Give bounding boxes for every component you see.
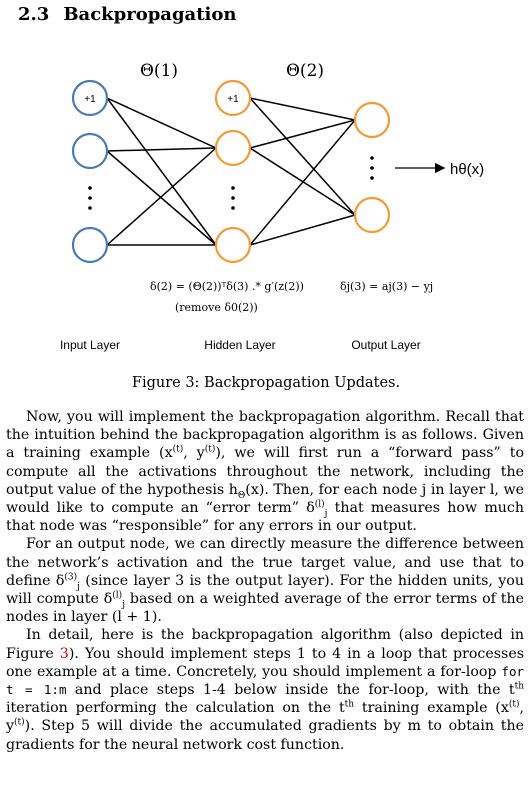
input-node [71, 226, 109, 264]
p3-text-c: and place steps 1-4 below inside the for… [66, 682, 515, 699]
input-node [71, 132, 109, 170]
p3-text-a: In detail, here is the backpropagation a… [6, 627, 524, 662]
bias-label-hidden: +1 [227, 94, 239, 105]
p3-text-mid: , y [6, 700, 525, 735]
equation-hidden-delta: δ(2) = (Θ(2))ᵀδ(3) .* g′(z(2)) [150, 280, 304, 293]
edge-hidden-0-output-1 [249, 97, 356, 216]
edge-hidden-2-output-1 [249, 214, 356, 246]
edge-hidden-0-output-0 [249, 97, 356, 121]
p1-sup-1: (t) [172, 444, 184, 455]
p1-sub-j: j [324, 508, 328, 519]
p3-sup-th-1: th [514, 681, 524, 692]
hidden-layer-label: Hidden Layer [204, 338, 275, 352]
p2-text-a: For an output node, we can directly meas… [6, 536, 524, 589]
p3-text-e: training example (x [354, 700, 509, 717]
backprop-network-diagram: Θ(1) Θ(2) hθ(x) δ(2) = (Θ(2))ᵀδ(3) .* g′… [60, 61, 484, 352]
input-layer-label: Input Layer [60, 338, 120, 352]
edge-input-0-hidden-1 [106, 97, 217, 149]
hidden-node [214, 129, 252, 167]
hidden-node [214, 226, 252, 264]
hidden-bias-node [214, 79, 252, 117]
body-text: Now, you will implement the backpropagat… [6, 408, 524, 754]
p3-text-f: ). Step 5 will divide the accumulated gr… [6, 718, 524, 753]
p1-text-b: ), we will first run a “forward pass” to… [6, 445, 524, 498]
p2-sub-j: j [77, 581, 80, 592]
ellipsis-input [88, 186, 92, 210]
p2-sub-j2: j [122, 599, 125, 610]
p1-sup-2: (t) [204, 444, 216, 455]
paragraph-3: In detail, here is the backpropagation a… [6, 626, 524, 753]
section-number: 2.3 [18, 4, 50, 25]
network-nodes [71, 79, 391, 264]
bias-label-input: +1 [84, 94, 96, 105]
output-node [353, 196, 391, 234]
p3-sup-t1: (t) [508, 699, 520, 710]
p3-text-d: iteration performing the calculation on … [6, 700, 345, 717]
equation-remove-bias: (remove δ0(2)) [175, 301, 258, 314]
ellipsis-output [370, 156, 374, 180]
output-node [353, 101, 391, 139]
edge-input-1-hidden-2 [106, 150, 217, 246]
p1-text-d: that measures how much that node was “re… [6, 500, 524, 535]
hypothesis-label: hθ(x) [450, 161, 484, 178]
code-for-loop: for t = 1:m [6, 663, 524, 698]
equation-output-delta: δj(3) = aj(3) − yj [340, 280, 433, 293]
p1-sup-l: (l) [314, 499, 325, 510]
p3-text-b: ). You should implement steps 1 to 4 in … [6, 645, 524, 680]
section-heading: 2.3 Backpropagation [18, 4, 236, 25]
input-bias-node [71, 79, 109, 117]
theta1-label: Θ(1) [140, 61, 178, 81]
edge-hidden-1-output-0 [249, 119, 356, 149]
p3-sup-t2: (t) [14, 717, 25, 728]
figure-reference-link[interactable]: 3 [59, 645, 69, 662]
edge-input-0-hidden-2 [106, 97, 217, 246]
p3-sup-th-2: th [344, 699, 355, 710]
ellipsis-hidden [231, 186, 235, 210]
paragraph-1: Now, you will implement the backpropagat… [6, 408, 524, 535]
output-layer-label: Output Layer [351, 338, 420, 352]
p1-text-a: Now, you will implement the backpropagat… [6, 409, 524, 462]
p1-text-mid: , y [183, 445, 205, 462]
section-title: Backpropagation [63, 4, 237, 25]
network-edges [106, 97, 356, 246]
p2-text-c: based on a weighted average of the error… [6, 591, 525, 626]
edge-input-2-hidden-1 [106, 147, 217, 246]
p1-sub-theta: Θ [237, 490, 246, 501]
p1-text-c: (x). Then, for each node j in layer l, w… [6, 481, 524, 517]
p2-text-b: (since layer 3 is the output layer). For… [6, 572, 524, 608]
edge-input-1-hidden-1 [106, 147, 217, 152]
figure-caption: Figure 3: Backpropagation Updates. [131, 375, 401, 391]
p2-sup-3: (3) [64, 572, 78, 583]
edge-hidden-2-output-0 [249, 119, 356, 246]
paragraph-2: For an output node, we can directly meas… [6, 535, 524, 626]
p2-sup-l: (l) [112, 590, 123, 601]
theta2-label: Θ(2) [286, 61, 324, 81]
